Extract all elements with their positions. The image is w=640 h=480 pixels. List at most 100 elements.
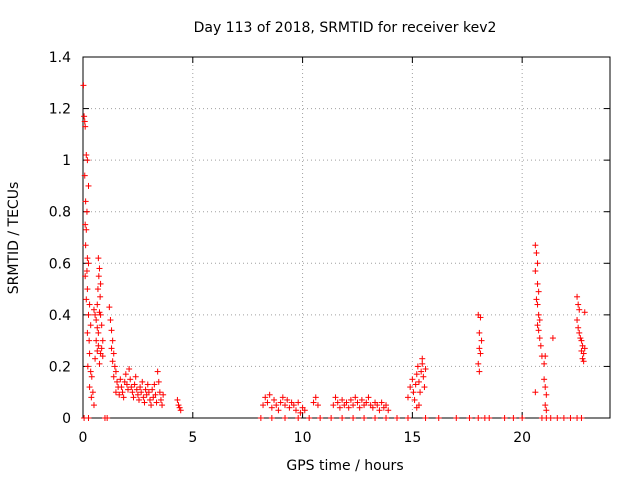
data-point (422, 366, 429, 373)
data-point (108, 327, 115, 334)
data-point (96, 309, 103, 316)
data-point (560, 415, 567, 421)
data-point (257, 415, 264, 421)
data-point (486, 415, 493, 421)
y-tick-label: 0.8 (49, 205, 71, 221)
y-tick-label: 1 (62, 153, 71, 169)
data-point (92, 311, 99, 318)
data-point (536, 335, 543, 342)
data-point (81, 113, 88, 120)
data-point (95, 329, 102, 336)
x-tick-label: 0 (79, 430, 88, 446)
data-point (98, 322, 105, 329)
data-point (84, 286, 91, 293)
data-point (284, 396, 291, 403)
data-point (282, 415, 289, 421)
data-point (339, 396, 346, 403)
data-point (435, 415, 442, 421)
tick-labels: 0 5 10 15 20 0 0.2 0.4 0.6 0.8 1 1.2 1.4 (49, 50, 531, 446)
data-point (174, 396, 181, 403)
data-point (295, 399, 302, 406)
data-point (99, 337, 106, 344)
data-point (88, 394, 95, 401)
data-point (306, 415, 313, 421)
y-tick-label: 0 (62, 411, 71, 427)
data-point (336, 404, 343, 411)
data-point (268, 404, 275, 411)
data-point (418, 368, 425, 375)
data-point (542, 402, 549, 409)
data-point (378, 399, 385, 406)
data-point (95, 273, 102, 280)
data-point (419, 360, 426, 367)
data-point (273, 402, 280, 409)
data-point (581, 345, 588, 352)
data-point (118, 384, 125, 391)
data-point (581, 309, 588, 316)
data-point (142, 386, 149, 393)
y-tick-label: 0.4 (49, 308, 71, 324)
data-point (131, 381, 138, 388)
data-point (453, 415, 460, 421)
data-point (275, 407, 282, 414)
data-point (579, 355, 586, 362)
data-point (350, 415, 357, 421)
data-point (94, 347, 101, 354)
data-point (580, 358, 587, 365)
data-point (130, 394, 137, 401)
data-point (82, 221, 89, 228)
data-point (475, 360, 482, 367)
data-point (345, 404, 352, 411)
data-point (82, 123, 89, 130)
data-point (533, 249, 540, 256)
data-point (268, 415, 275, 421)
data-point (82, 242, 89, 249)
data-point (356, 404, 363, 411)
data-point (140, 394, 147, 401)
y-tick-label: 0.2 (49, 359, 71, 375)
data-point (83, 226, 90, 233)
data-point (415, 378, 422, 385)
y-tick-label: 0.6 (49, 256, 71, 272)
data-point (532, 242, 539, 249)
y-axis-label: SRMTID / TECUs (6, 182, 22, 295)
data-point (264, 399, 271, 406)
data-point (84, 255, 91, 262)
data-point (374, 402, 381, 409)
data-point (292, 407, 299, 414)
data-point (99, 353, 106, 360)
data-point (125, 386, 132, 393)
data-point (376, 407, 383, 414)
data-point (510, 415, 517, 421)
data-point (466, 415, 473, 421)
data-point (156, 389, 163, 396)
data-point (476, 329, 483, 336)
data-point (297, 409, 304, 416)
data-point (536, 317, 543, 324)
data-point (153, 399, 160, 406)
data-point (86, 301, 93, 308)
data-point (126, 366, 133, 373)
data-point (108, 345, 115, 352)
data-point (86, 337, 93, 344)
data-point (262, 394, 269, 401)
data-point (159, 402, 166, 409)
data-point (372, 415, 379, 421)
data-point (157, 396, 164, 403)
data-point (420, 373, 427, 380)
data-point (542, 384, 549, 391)
data-point (112, 368, 119, 375)
x-tick-label: 10 (294, 430, 312, 446)
data-point (328, 415, 335, 421)
data-point (535, 311, 542, 318)
data-point (93, 317, 100, 324)
data-point (314, 402, 321, 409)
data-point (532, 389, 539, 396)
data-point (85, 311, 92, 318)
data-point (134, 391, 141, 398)
data-point (83, 151, 90, 158)
data-point (534, 301, 541, 308)
data-point (112, 389, 119, 396)
data-point (543, 407, 550, 414)
data-point (334, 399, 341, 406)
